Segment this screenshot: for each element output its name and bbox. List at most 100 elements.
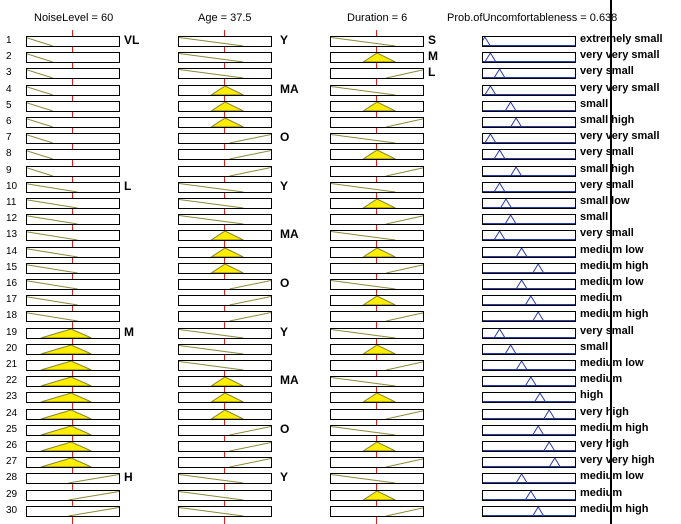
rule-number[interactable]: 15 xyxy=(6,261,18,273)
rule-number[interactable]: 9 xyxy=(6,164,12,176)
rule-number[interactable]: 13 xyxy=(6,229,18,241)
rule-number[interactable]: 11 xyxy=(6,197,17,208)
rule-number[interactable]: 10 xyxy=(6,180,18,192)
age-membership-line xyxy=(210,409,244,419)
rule-number[interactable]: 27 xyxy=(6,456,18,468)
dur-membership-plot xyxy=(386,507,423,516)
rule-number[interactable]: 1 xyxy=(6,35,12,46)
output-membership-line xyxy=(493,231,506,241)
noise-membership-plot xyxy=(27,199,78,208)
dur-membership-plot xyxy=(362,101,396,111)
output-term-label: small xyxy=(580,97,609,110)
output-membership-line xyxy=(510,118,523,127)
rule-number[interactable]: 16 xyxy=(6,278,18,289)
rule-number[interactable]: 3 xyxy=(6,67,12,79)
dur-membership-plot xyxy=(386,69,423,79)
rule-number[interactable]: 2 xyxy=(6,51,12,63)
rule-number[interactable]: 26 xyxy=(6,440,18,451)
rule-number[interactable]: 28 xyxy=(6,472,18,484)
rule-number[interactable]: 7 xyxy=(6,132,12,144)
age-membership-plot xyxy=(210,263,244,273)
rule-number[interactable]: 8 xyxy=(6,148,12,160)
noise-membership-plot xyxy=(40,442,92,451)
rule-number[interactable]: 20 xyxy=(6,342,18,354)
dur-membership-line xyxy=(331,85,396,95)
output-membership-line xyxy=(504,101,517,111)
noise-membership-box xyxy=(26,489,120,501)
dur-membership-line xyxy=(386,118,423,127)
noise-term-label: L xyxy=(124,178,132,193)
rule-number[interactable]: 6 xyxy=(6,116,12,127)
dur-membership-plot xyxy=(362,344,396,354)
output-membership-box xyxy=(482,424,576,436)
noise-membership-line xyxy=(27,264,78,273)
noise-membership-box xyxy=(26,100,120,112)
output-membership-line xyxy=(483,37,491,46)
dur-membership-line xyxy=(331,37,396,46)
duration-index-line[interactable] xyxy=(376,30,377,524)
age-membership-line xyxy=(210,101,244,111)
duration-membership-box xyxy=(330,360,424,371)
age-membership-plot xyxy=(210,377,244,387)
age-membership-plot xyxy=(229,280,271,289)
output-membership-box xyxy=(482,473,576,485)
rule-number[interactable]: 5 xyxy=(6,99,12,111)
rule-number[interactable]: 25 xyxy=(6,423,18,435)
output-membership-box xyxy=(482,311,576,323)
dur-membership-plot xyxy=(331,474,396,484)
dur-membership-plot xyxy=(386,118,423,127)
rule-number[interactable]: 22 xyxy=(6,375,18,387)
dur-membership-line xyxy=(386,167,423,176)
output-term-label: small low xyxy=(580,195,630,207)
age-membership-line xyxy=(229,458,271,468)
dur-membership-plot xyxy=(362,150,396,160)
rule-number[interactable]: 21 xyxy=(6,359,18,370)
age-membership-box xyxy=(178,149,272,161)
age-membership-line xyxy=(229,425,271,435)
rule-number[interactable]: 19 xyxy=(6,326,18,338)
age-membership-plot xyxy=(210,85,244,95)
duration-membership-box xyxy=(330,473,424,485)
dur-membership-plot xyxy=(331,37,396,46)
rule-number[interactable]: 14 xyxy=(6,245,18,257)
noise-membership-box xyxy=(26,133,120,145)
output-membership-box xyxy=(482,214,576,226)
output-header: Prob.ofUncomfortableness = 0.638 xyxy=(447,12,618,24)
age-index-line[interactable] xyxy=(224,30,225,524)
noise-index-line[interactable] xyxy=(72,30,73,524)
age-membership-box xyxy=(178,133,272,145)
output-membership-plot xyxy=(483,361,575,370)
noise-membership-box xyxy=(26,181,120,193)
rule-number[interactable]: 24 xyxy=(6,407,18,419)
rule-number[interactable]: 23 xyxy=(6,391,18,403)
age-term-label: O xyxy=(280,276,290,290)
output-membership-plot xyxy=(483,247,575,257)
age-membership-box xyxy=(178,68,272,80)
age-membership-line xyxy=(179,490,244,500)
dur-membership-plot xyxy=(386,458,423,468)
rule-number[interactable]: 12 xyxy=(6,213,18,225)
output-membership-box xyxy=(482,181,576,193)
age-membership-box xyxy=(178,36,272,47)
output-term-label: very small xyxy=(580,65,634,78)
age-membership-box xyxy=(178,457,272,469)
noise-membership-box xyxy=(26,68,120,80)
output-membership-plot xyxy=(483,393,575,403)
age-membership-plot xyxy=(229,458,271,468)
rule-number[interactable]: 4 xyxy=(6,83,12,95)
rule-number[interactable]: 17 xyxy=(6,294,18,306)
age-membership-plot xyxy=(179,182,244,192)
output-term-label: extremely small xyxy=(580,33,663,45)
output-membership-box xyxy=(482,149,576,161)
output-term-label: medium high xyxy=(580,308,649,321)
rule-number[interactable]: 30 xyxy=(6,504,18,516)
rule-number[interactable]: 18 xyxy=(6,310,18,322)
age-membership-plot xyxy=(210,247,244,257)
rule-number[interactable]: 29 xyxy=(6,488,18,500)
noise-term-label: M xyxy=(124,324,134,339)
output-membership-box xyxy=(482,36,576,47)
output-membership-line xyxy=(532,425,545,435)
output-membership-box xyxy=(482,441,576,452)
age-membership-line xyxy=(179,199,244,208)
noise-membership-line xyxy=(40,393,92,403)
